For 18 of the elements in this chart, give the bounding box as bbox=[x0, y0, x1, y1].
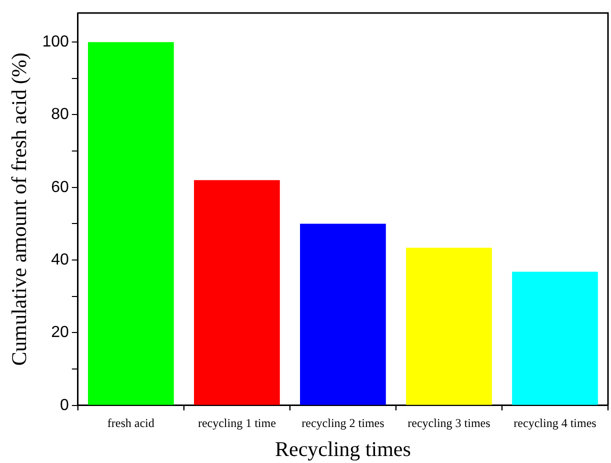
x-tick-label: fresh acid bbox=[107, 416, 154, 430]
bar bbox=[406, 248, 492, 405]
bar bbox=[88, 42, 174, 405]
x-tick-label: recycling 1 time bbox=[198, 416, 276, 430]
bar bbox=[512, 272, 598, 405]
x-tick-label: recycling 3 times bbox=[408, 416, 491, 430]
y-tick-label: 40 bbox=[51, 251, 69, 268]
y-tick-label: 0 bbox=[60, 396, 69, 414]
y-tick-label: 80 bbox=[51, 106, 69, 124]
x-axis-title: Recycling times bbox=[275, 436, 411, 461]
bar bbox=[194, 180, 280, 405]
x-tick-label: recycling 4 times bbox=[514, 416, 597, 430]
x-tick-label: recycling 2 times bbox=[302, 416, 385, 430]
y-tick-label: 60 bbox=[51, 178, 69, 196]
y-tick-label: 20 bbox=[51, 324, 69, 342]
bar bbox=[300, 224, 386, 405]
y-axis-title: Cumulative amount of fresh acid (%) bbox=[7, 52, 32, 366]
y-tick-label: 100 bbox=[42, 33, 69, 50]
